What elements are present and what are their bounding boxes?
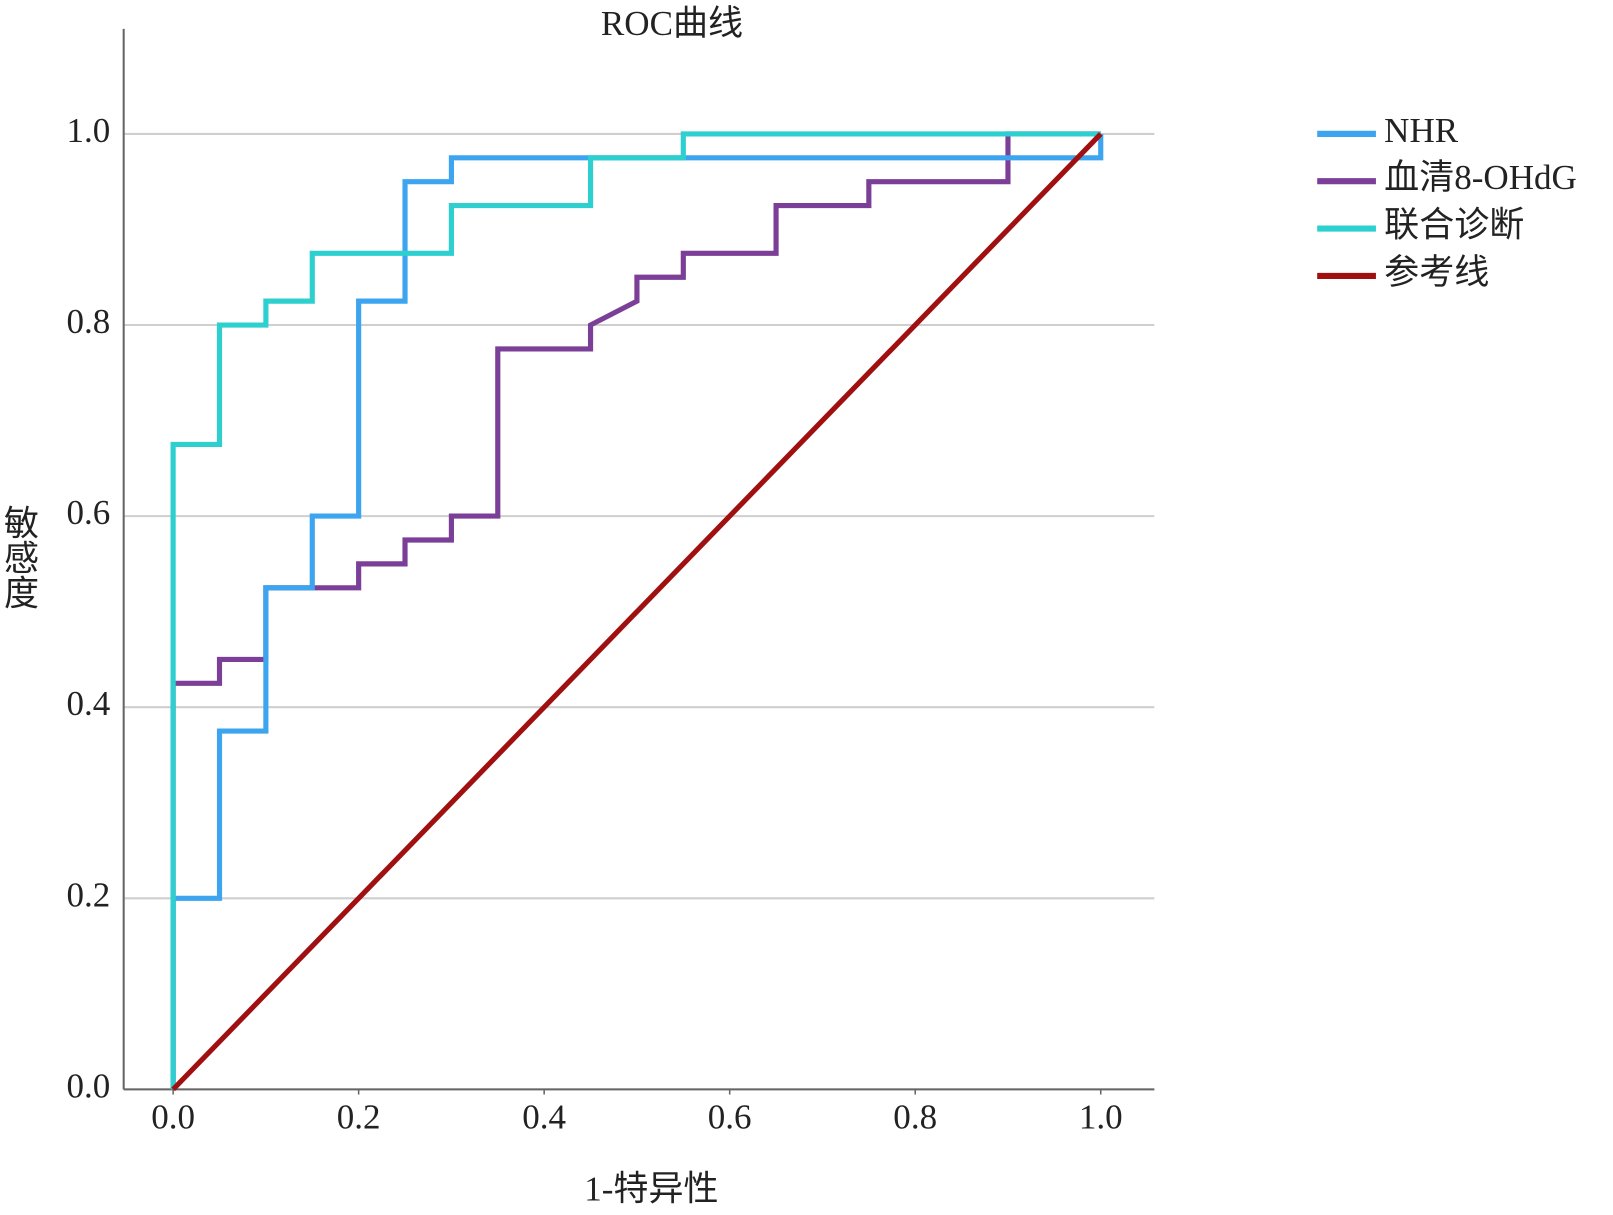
- roc-line: [171, 132, 1103, 1092]
- roc-line: [170, 133, 1104, 1090]
- x-tick-label: 0.4: [522, 1097, 566, 1136]
- x-tick-label: 0.2: [337, 1097, 381, 1136]
- chart-title: ROC曲线: [601, 4, 743, 43]
- x-tick-label: 0.0: [151, 1097, 195, 1136]
- x-axis-label: 1-特异性: [584, 1169, 718, 1208]
- x-tick-label: 1.0: [1079, 1097, 1123, 1136]
- y-tick-label: 0.4: [66, 684, 110, 723]
- legend-label: 血清8-OHdG: [1384, 158, 1577, 197]
- y-tick-label: 0.6: [66, 493, 110, 532]
- x-tick-label: 0.8: [893, 1097, 937, 1136]
- legend-label: 联合诊断: [1384, 206, 1524, 245]
- y-axis-label: 敏感度: [0, 504, 39, 609]
- y-tick-label: 0.0: [66, 1066, 110, 1105]
- roc-line: [170, 131, 1101, 1090]
- y-tick-label: 0.2: [66, 875, 110, 914]
- legend-label: 参考线: [1384, 253, 1489, 292]
- x-tick-label: 0.6: [708, 1097, 752, 1136]
- legend-label: NHR: [1384, 111, 1459, 150]
- y-tick-label: 1.0: [66, 111, 110, 150]
- y-tick-label: 0.8: [66, 302, 110, 341]
